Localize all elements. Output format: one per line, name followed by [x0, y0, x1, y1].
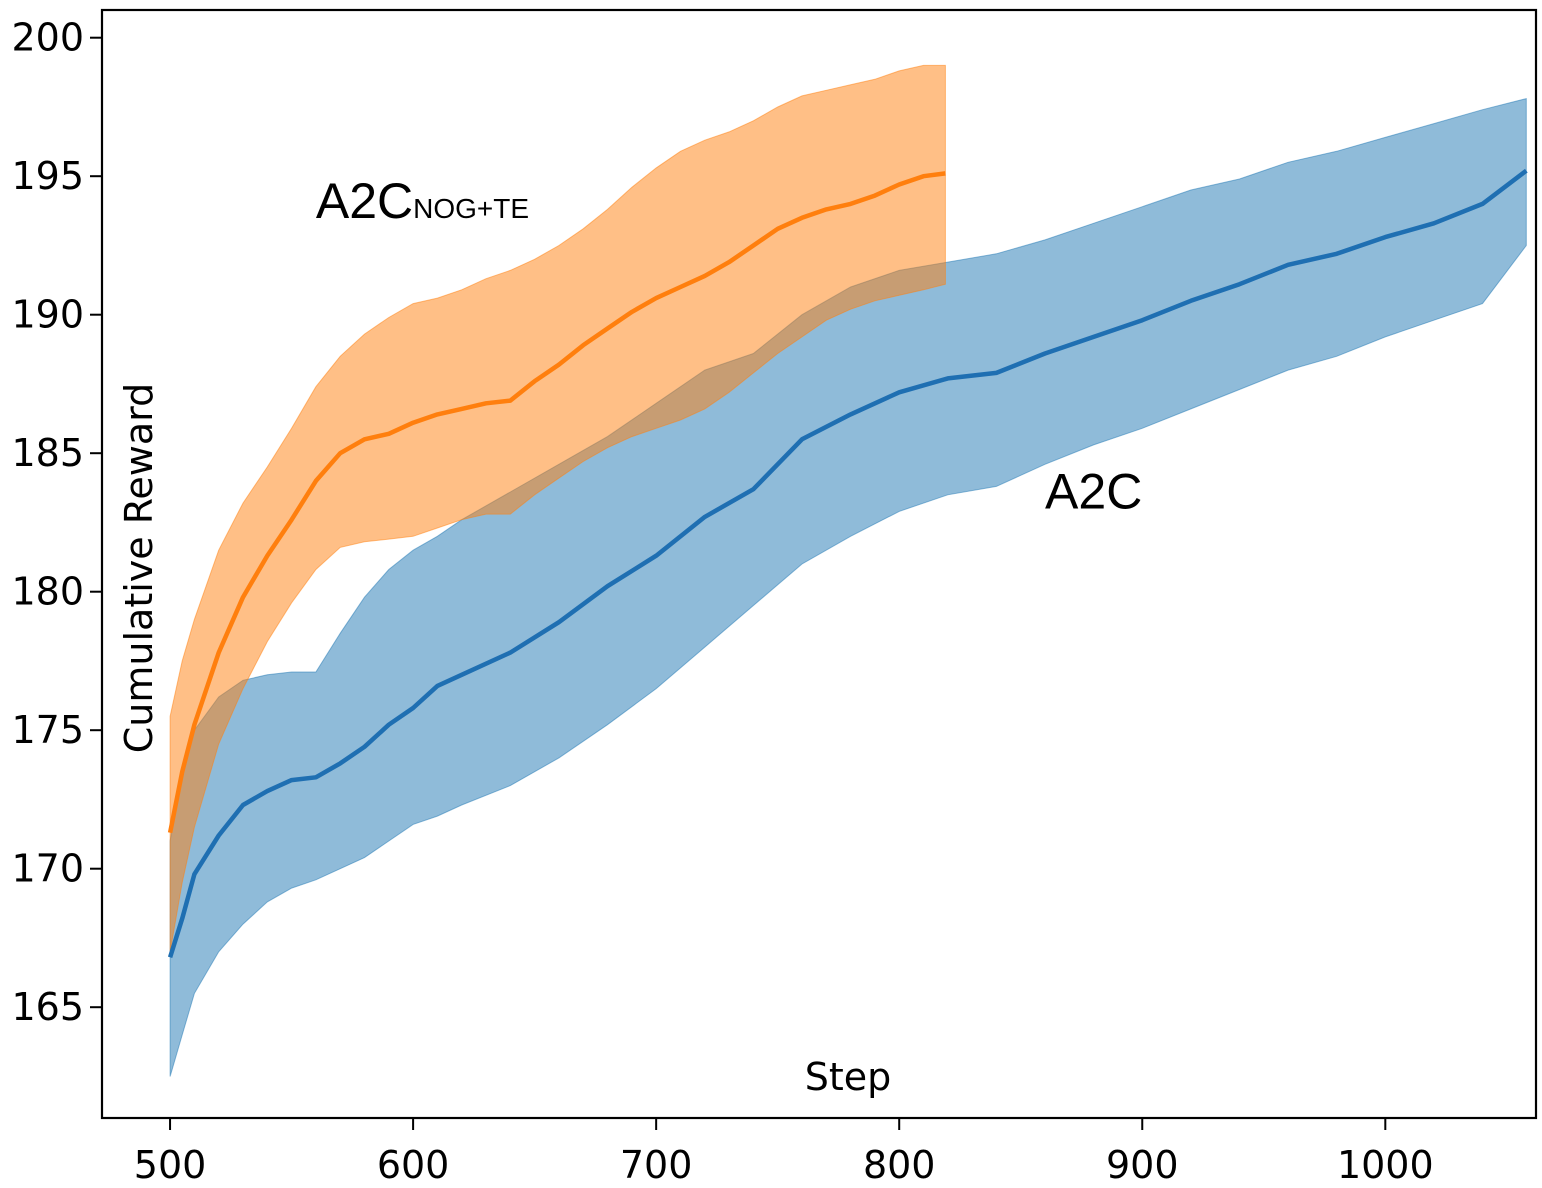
y-tick-label-170: 170 — [11, 847, 84, 891]
line-a2c-nog-te — [167, 171, 946, 834]
y-tick-label-185: 185 — [11, 431, 84, 475]
y-tick-label-200: 200 — [11, 16, 84, 60]
y-tick-label-195: 195 — [11, 154, 84, 198]
annotation-a2c-nog-te: A2CNOG+TE — [316, 173, 529, 229]
x-tick-label-600: 600 — [377, 1143, 450, 1187]
x-tick-label-500: 500 — [134, 1143, 207, 1187]
x-tick-label-1000: 1000 — [1337, 1143, 1434, 1187]
x-tick-label-700: 700 — [620, 1143, 693, 1187]
y-tick-label-165: 165 — [11, 985, 84, 1029]
y-axis-label: Cumulative Reward — [117, 383, 161, 753]
line-a2c — [167, 168, 1528, 958]
x-tick-label-800: 800 — [863, 1143, 936, 1187]
x-axis-label: Step — [805, 1055, 892, 1099]
annotation-a2c-nog-te-main: A2C — [316, 173, 413, 229]
y-axis: 165 170 175 180 185 190 195 200 — [11, 16, 102, 1029]
plot-frame — [100, 8, 1538, 1120]
x-axis: 500 600 700 800 900 1000 — [134, 1118, 1434, 1187]
confidence-bands — [169, 64, 1527, 1077]
y-tick-label-175: 175 — [11, 708, 84, 752]
annotation-a2c-nog-te-subscript: NOG+TE — [413, 193, 529, 224]
band-a2c-nog-te — [169, 64, 946, 952]
mean-lines — [167, 168, 1528, 958]
annotation-a2c: A2C — [1045, 464, 1142, 520]
y-tick-label-180: 180 — [11, 570, 84, 614]
x-tick-label-900: 900 — [1106, 1143, 1179, 1187]
y-tick-label-190: 190 — [11, 293, 84, 337]
band-a2c — [169, 97, 1527, 1077]
